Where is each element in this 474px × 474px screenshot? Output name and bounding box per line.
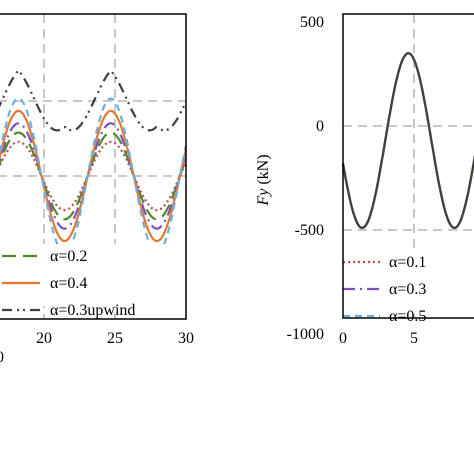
right-series-line [341, 52, 474, 230]
left-x-tick-label: 30 [178, 330, 194, 347]
left-legend-label: α=0.4 [50, 275, 87, 292]
right-series-line [341, 52, 474, 230]
right-legend: α=0.1 α=0.3 α=0.5 [343, 254, 426, 325]
left-series-line [0, 68, 187, 132]
right-series-line [341, 52, 474, 230]
right-series-line [341, 52, 474, 230]
left-series-line [0, 140, 188, 212]
left-x-tick-label: 25 [107, 330, 123, 347]
left-series-line [0, 97, 188, 255]
left-x-tick-label: 20 [36, 330, 52, 347]
right-grid [343, 14, 474, 318]
right-series-lines [341, 52, 474, 230]
right-y-tick-label: -500 [295, 222, 324, 239]
left-series-lines [0, 68, 188, 255]
right-legend-label: α=0.1 [389, 254, 426, 271]
right-plot-frame [342, 13, 474, 319]
left-legend: α=0.2 α=0.4 α=0.3upwind [2, 248, 135, 319]
left-legend-label: α=0.2 [50, 248, 87, 265]
right-legend-label: α=0.5 [389, 308, 426, 325]
right-legend-label: α=0.3 [389, 281, 426, 298]
right-y-tick-label: 0 [316, 118, 324, 135]
right-x-tick-label: 0 [339, 330, 347, 347]
right-y-axis-label: Fy (kN) [255, 154, 272, 206]
left-series-line [0, 109, 188, 243]
right-series-line [341, 52, 474, 230]
left-legend-box [0, 244, 186, 306]
right-y-ticks: 500 0 -500 -1000 [287, 14, 324, 343]
right-y-tick-label: 500 [300, 14, 324, 31]
left-chart-panel: α=0.2 α=0.4 α=0.3upwind 20 25 30 0 [0, 13, 194, 366]
right-x-tick-label: 5 [410, 330, 418, 347]
right-legend-box [340, 248, 474, 310]
left-plot-frame [0, 13, 187, 320]
left-x-ticks: 20 25 30 0 [0, 330, 194, 366]
y-label-unit: (kN) [255, 154, 272, 184]
y-label-symbol: Fy [255, 188, 272, 207]
left-legend-label: α=0.3upwind [50, 302, 135, 319]
right-y-tick-label: -1000 [287, 326, 324, 343]
right-series-line [341, 52, 474, 230]
left-x-tick-fragment: 0 [0, 349, 4, 366]
